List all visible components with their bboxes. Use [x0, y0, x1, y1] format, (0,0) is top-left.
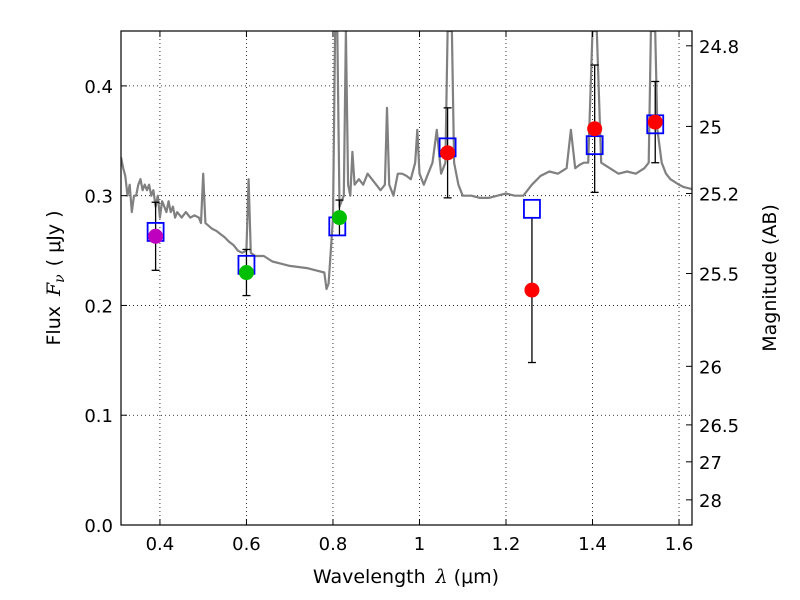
x-tick-label: 0.6 [232, 534, 261, 555]
y-axis-label: FluxFν( μJy ) [43, 210, 68, 345]
magnitude-tick-label: 26 [699, 357, 722, 378]
y-tick-label: 0.2 [84, 296, 113, 317]
y-tick-label: 0.0 [84, 516, 113, 537]
y-tick-label: 0.4 [84, 77, 113, 98]
observation-point [148, 228, 164, 244]
x-tick-label: 1.2 [492, 534, 521, 555]
x-axis-label: Wavelength λ (μm) [313, 566, 499, 588]
magnitude-tick-label: 25 [699, 117, 722, 138]
x-tick-label: 1 [414, 534, 425, 555]
observation-point [440, 145, 456, 161]
observation-point [647, 114, 663, 130]
y-axis-ticks: 0.0 0.1 0.2 0.3 0.4 [84, 77, 127, 537]
y-tick-label: 0.3 [84, 187, 113, 208]
observation-point [587, 121, 603, 137]
magnitude-tick-label: 25.2 [699, 184, 739, 205]
plot-frame [120, 30, 693, 526]
observation-point [524, 282, 540, 298]
model-band-square [523, 198, 541, 219]
magnitude-tick-label: 25.5 [699, 265, 739, 286]
model-spectrum-line [121, 31, 692, 291]
magnitude-tick-label: 27 [699, 453, 722, 474]
x-tick-label: 1.6 [665, 534, 694, 555]
x-axis-ticks: 0.4 0.6 0.8 1 1.2 1.4 1.6 [146, 31, 694, 555]
x-tick-label: 0.8 [319, 534, 348, 555]
magnitude-axis-ticks: 24.8 25 25.2 25.5 26 26.5 27 28 [686, 37, 739, 512]
observation-markers [148, 114, 663, 298]
magnitude-axis-label: Magnitude (AB) [759, 204, 781, 352]
x-tick-label: 1.4 [578, 534, 607, 555]
magnitude-tick-label: 26.5 [699, 416, 739, 437]
magnitude-tick-label: 28 [699, 491, 722, 512]
x-tick-label: 0.4 [146, 534, 175, 555]
observation-point [238, 265, 254, 281]
observation-point [331, 210, 347, 226]
y-tick-label: 0.1 [84, 406, 113, 427]
magnitude-tick-label: 24.8 [699, 37, 739, 58]
